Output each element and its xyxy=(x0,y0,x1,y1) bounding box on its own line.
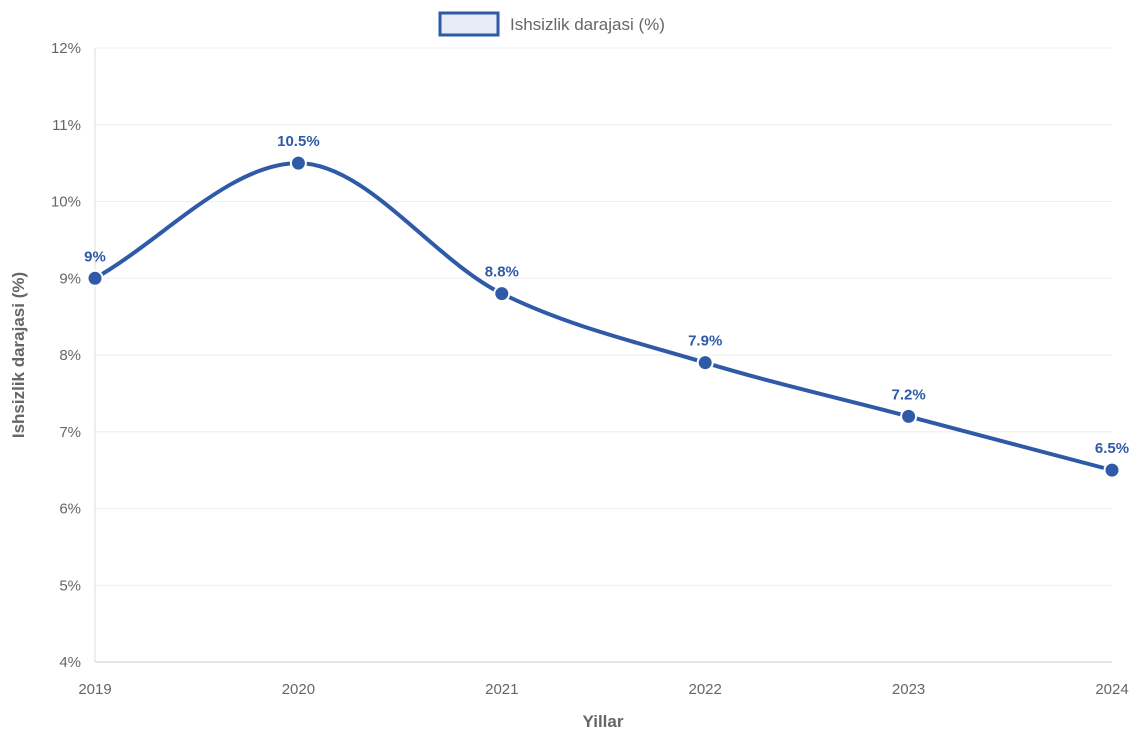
y-tick-label: 9% xyxy=(59,270,81,287)
y-tick-label: 5% xyxy=(59,577,81,594)
data-label: 7.2% xyxy=(891,386,925,403)
y-tick-label: 11% xyxy=(52,117,81,134)
x-axis-title: Yillar xyxy=(583,712,624,729)
data-label: 10.5% xyxy=(277,133,320,150)
y-tick-label: 10% xyxy=(51,194,81,211)
y-axis-title: Ishsizlik darajasi (%) xyxy=(9,272,28,438)
y-tick-label: 8% xyxy=(59,347,81,364)
data-label: 6.5% xyxy=(1095,440,1129,457)
y-tick-label: 4% xyxy=(59,654,81,671)
x-tick-label: 2023 xyxy=(892,681,925,698)
x-tick-label: 2019 xyxy=(78,681,111,698)
y-tick-label: 12% xyxy=(51,40,81,57)
grid-lines xyxy=(95,47,1112,586)
data-point xyxy=(900,407,918,425)
y-tick-label: 6% xyxy=(59,501,81,518)
x-tick-label: 2021 xyxy=(485,681,518,698)
data-labels: 9% 10.5% 8.8% 7.9% 7.2% 6.5% xyxy=(84,133,1129,457)
x-axis-ticks: 2019 2020 2021 2022 2023 2024 xyxy=(78,681,1128,698)
series-layer xyxy=(86,154,1121,479)
data-point xyxy=(1103,461,1121,479)
data-point xyxy=(493,285,511,303)
y-tick-label: 7% xyxy=(59,424,81,441)
data-point xyxy=(696,354,714,372)
legend-swatch[interactable] xyxy=(438,11,500,37)
data-label: 8.8% xyxy=(485,264,519,281)
data-label: 7.9% xyxy=(688,333,722,350)
x-tick-label: 2020 xyxy=(282,681,315,698)
y-axis-ticks: 4% 5% 6% 7% 8% 9% 10% 11% 12% xyxy=(51,40,81,671)
legend-label[interactable]: Ishsizlik darajasi (%) xyxy=(510,15,665,34)
legend[interactable]: Ishsizlik darajasi (%) xyxy=(438,11,665,37)
series-line xyxy=(93,161,1114,473)
data-point xyxy=(86,269,104,287)
x-tick-label: 2022 xyxy=(689,681,722,698)
x-tick-label: 2024 xyxy=(1095,681,1128,698)
data-label: 9% xyxy=(84,248,106,265)
data-point xyxy=(289,154,307,172)
